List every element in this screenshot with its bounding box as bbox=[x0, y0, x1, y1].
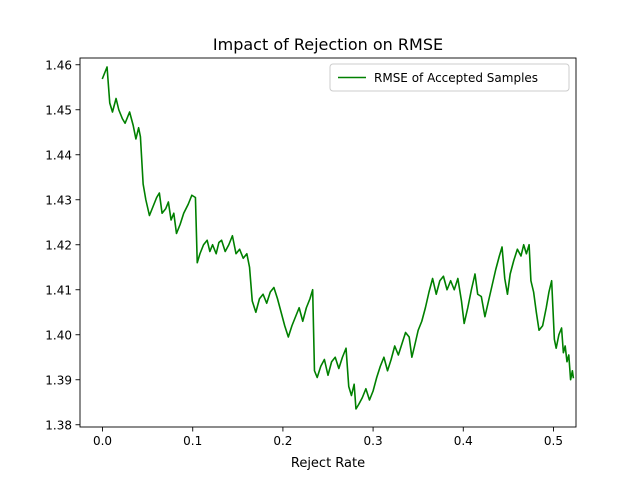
y-tick-label: 1.44 bbox=[45, 148, 72, 162]
y-tick-label: 1.43 bbox=[45, 193, 72, 207]
y-tick-label: 1.40 bbox=[45, 328, 72, 342]
legend: RMSE of Accepted Samples bbox=[329, 63, 570, 92]
y-tick-label: 1.42 bbox=[45, 238, 72, 252]
x-tick-label: 0.0 bbox=[93, 434, 112, 448]
x-tick-label: 0.4 bbox=[454, 434, 473, 448]
y-tick-label: 1.38 bbox=[45, 418, 72, 432]
y-tick-label: 1.45 bbox=[45, 103, 72, 117]
y-tick-label: 1.41 bbox=[45, 283, 72, 297]
legend-label: RMSE of Accepted Samples bbox=[374, 71, 538, 85]
x-axis-label: Reject Rate bbox=[291, 456, 365, 471]
x-tick-label: 0.2 bbox=[273, 434, 292, 448]
series-line-0 bbox=[101, 66, 575, 410]
plot-area: 0.0 0.1 0.2 0.3 0.4 0.5 1.38 1.39 1.40 1.41 1.42 1.… bbox=[45, 57, 577, 448]
x-tick-label: 0.3 bbox=[364, 434, 383, 448]
y-tick-label: 1.46 bbox=[45, 58, 72, 72]
y-tick-label: 1.39 bbox=[45, 373, 72, 387]
chart-title: Impact of Rejection on RMSE bbox=[213, 35, 443, 54]
legend-box bbox=[329, 63, 570, 92]
x-tick-label: 0.5 bbox=[544, 434, 563, 448]
x-tick-label: 0.1 bbox=[183, 434, 202, 448]
axes-frame bbox=[79, 57, 577, 428]
